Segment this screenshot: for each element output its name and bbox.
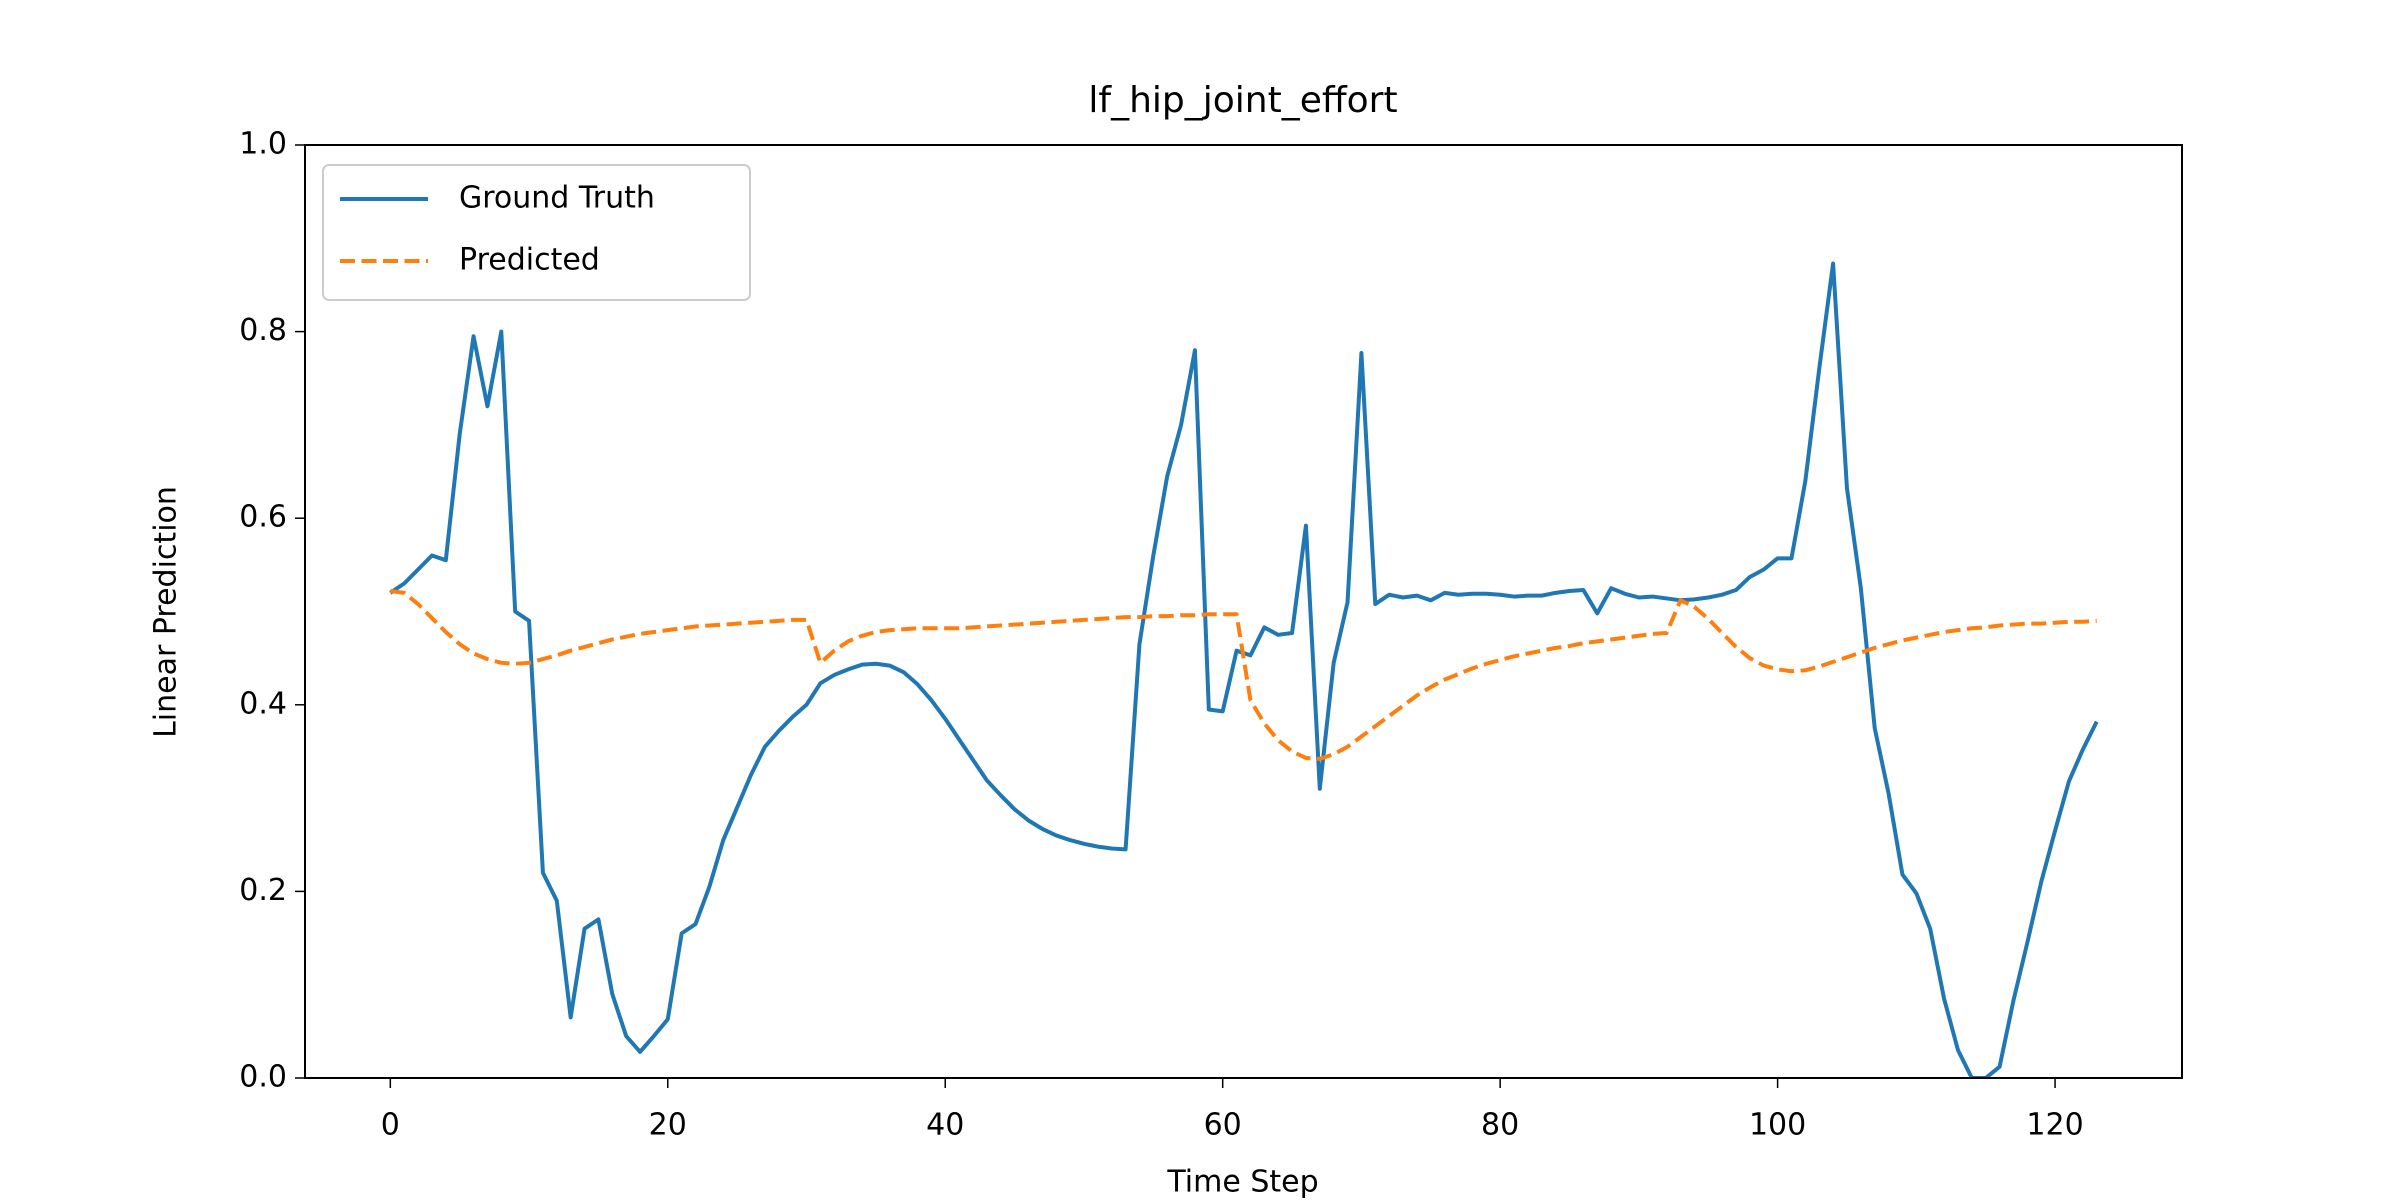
x-tick-label: 40 (926, 1108, 964, 1143)
y-tick-label: 0.4 (239, 686, 287, 721)
y-tick-label: 1.0 (239, 127, 287, 162)
x-tick-label: 120 (2026, 1108, 2083, 1143)
plot-frame (304, 144, 2183, 1079)
x-tick-label: 60 (1204, 1108, 1242, 1143)
y-tick-label: 0.2 (239, 873, 287, 908)
series-line (390, 588, 2097, 761)
x-tick-label: 20 (649, 1108, 687, 1143)
y-tick-label: 0.8 (239, 313, 287, 348)
legend-label: Predicted (459, 243, 600, 278)
series-line (389, 261, 2099, 1078)
x-axis-label: Time Step (1166, 1165, 1318, 1200)
legend-box (322, 164, 751, 301)
x-tick-label: 0 (381, 1108, 400, 1143)
legend-label: Ground Truth (459, 181, 655, 216)
x-tick-label: 80 (1481, 1108, 1519, 1143)
y-tick-label: 0.0 (239, 1060, 287, 1095)
chart-title: lf_hip_joint_effort (1088, 80, 1397, 121)
y-tick-label: 0.6 (239, 500, 287, 535)
y-axis-label: Linear Prediction (149, 486, 184, 738)
x-tick-label: 100 (1749, 1108, 1806, 1143)
